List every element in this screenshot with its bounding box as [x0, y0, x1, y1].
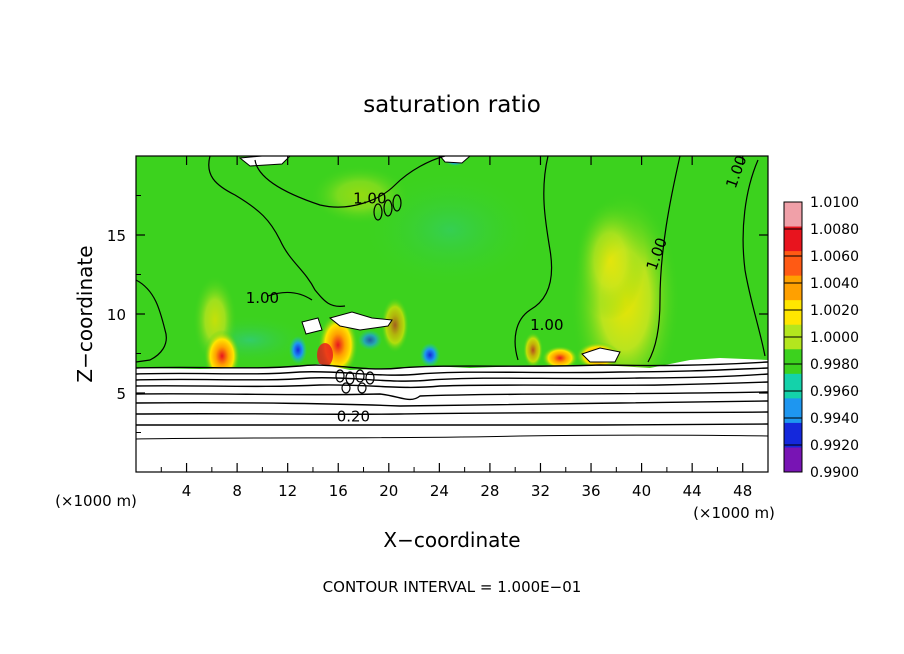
x-axis-label: X−coordinate: [383, 528, 520, 552]
field-dry-patch: [439, 156, 471, 164]
x-tick-label: 48: [733, 482, 752, 500]
colorbar-swatch: [784, 251, 802, 277]
x-axis-unit-right: (×1000 m): [693, 504, 775, 522]
colorbar-swatch: [784, 349, 802, 375]
contour-lines-1-00: [136, 156, 766, 363]
colorbar-label: 0.9980: [810, 357, 859, 373]
x-axis: 4 8 12 16 20 24 28 32 36 40 44 48: [160, 156, 752, 500]
x-tick-label: 8: [232, 482, 242, 500]
colorbar-label: 1.0000: [810, 330, 859, 346]
field-dry-spot: [420, 343, 440, 367]
x-tick-label: 16: [329, 482, 348, 500]
x-tick-label: 4: [182, 482, 192, 500]
y-tick-label: 15: [107, 227, 126, 245]
x-tick-label: 12: [278, 482, 297, 500]
field-dry-patch: [328, 311, 393, 331]
x-tick-label: 24: [430, 482, 449, 500]
field-hot-spot: [542, 346, 578, 370]
contour-label: 1.00: [246, 289, 279, 307]
x-tick-label: 36: [581, 482, 600, 500]
x-axis-unit-left: (×1000 m): [55, 492, 137, 510]
field-dry-spot: [289, 336, 307, 364]
field-yellow-plume: [575, 200, 645, 320]
colorbar-label: 1.0040: [810, 276, 859, 292]
field-hot-spot: [317, 343, 333, 367]
colorbar-swatch: [784, 398, 802, 424]
colorbar-label: 0.9960: [810, 384, 859, 400]
colorbar-label: 0.9920: [810, 438, 859, 454]
field-dry-patch: [581, 347, 621, 363]
field-hot-spot: [523, 332, 543, 368]
colorbar-swatch: [784, 422, 802, 448]
x-tick-label: 40: [632, 482, 651, 500]
contour-label: 1.00: [353, 190, 386, 208]
colorbar-label: 0.9900: [810, 465, 859, 481]
contour-lines-lower: [136, 361, 768, 440]
field-yellow-plume: [310, 165, 410, 225]
chart-title: saturation ratio: [363, 92, 541, 118]
colorbar-swatch: [784, 447, 802, 473]
y-tick-label: 5: [116, 385, 126, 403]
colorbar-swatch: [784, 373, 802, 399]
colorbar-label: 1.0020: [810, 303, 859, 319]
colorbar-swatch: [784, 300, 802, 326]
heatmap-field: [136, 156, 768, 472]
field-dry-spot: [358, 330, 382, 350]
colorbar-swatch: [784, 275, 802, 301]
x-tick-label: 20: [379, 482, 398, 500]
x-tick-label: 28: [480, 482, 499, 500]
contour-label: 0.20: [337, 408, 370, 426]
y-axis: 5 10 15: [107, 195, 768, 433]
colorbar-label: 1.0080: [810, 222, 859, 238]
colorbar-swatch: [784, 226, 802, 252]
colorbar-label: 0.9940: [810, 411, 859, 427]
y-axis-label: Z−coordinate: [73, 245, 97, 382]
contour-loops: [335, 369, 375, 394]
colorbar: 1.0100 1.0080 1.0060 1.0040 1.0020 1.0000 0.99…: [783, 195, 859, 481]
contour-label: 1.00: [530, 316, 563, 334]
colorbar-swatch: [784, 202, 802, 228]
field-dry-lower-region: [136, 358, 768, 472]
field-dry-patch: [301, 317, 323, 335]
x-tick-label: 32: [531, 482, 550, 500]
field-hot-spot: [381, 297, 409, 353]
y-tick-label: 10: [107, 306, 126, 324]
colorbar-label: 1.0060: [810, 249, 859, 265]
colorbar-label: 1.0100: [810, 195, 859, 211]
contour-interval-note: CONTOUR INTERVAL = 1.000E−01: [323, 578, 582, 596]
x-tick-label: 44: [683, 482, 702, 500]
